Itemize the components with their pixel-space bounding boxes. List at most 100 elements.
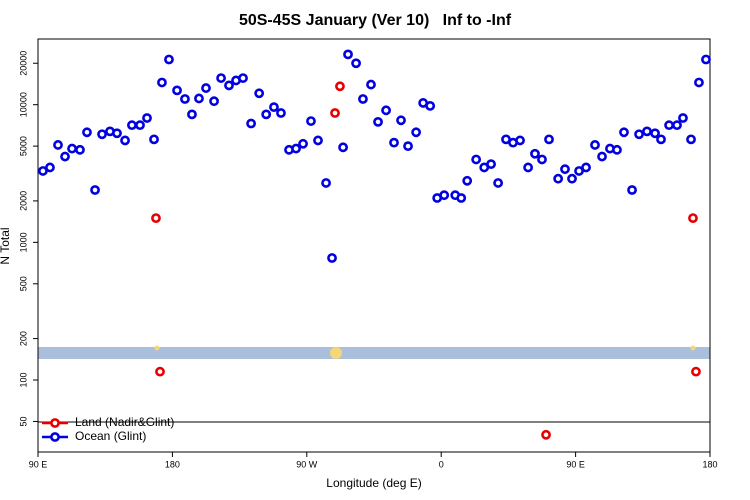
point: [97, 129, 107, 140]
point: [135, 120, 145, 131]
point: [180, 94, 190, 104]
legend-label: Ocean (Glint): [75, 429, 146, 443]
x-tick-label: 180: [702, 459, 717, 469]
point: [425, 100, 436, 111]
point: [90, 185, 100, 195]
point: [254, 88, 265, 99]
point: [541, 429, 551, 440]
point: [694, 77, 704, 88]
point: [209, 96, 219, 107]
point: [544, 134, 554, 145]
y-tick-label: 100: [18, 373, 28, 388]
point: [560, 164, 570, 175]
point: [187, 109, 197, 120]
point: [523, 162, 534, 173]
point: [691, 366, 701, 377]
point: [396, 115, 406, 126]
point: [701, 54, 711, 65]
point: [581, 162, 591, 173]
point: [486, 159, 496, 170]
spot: [154, 345, 160, 351]
point: [515, 135, 525, 146]
point: [590, 140, 600, 150]
point: [261, 109, 272, 120]
point: [381, 105, 391, 116]
point: [351, 58, 361, 69]
point: [403, 141, 413, 152]
point: [298, 138, 308, 149]
point: [493, 178, 503, 188]
point: [155, 366, 165, 377]
point: [313, 135, 323, 146]
point: [650, 128, 660, 139]
point: [127, 120, 137, 131]
point: [201, 83, 211, 93]
point: [269, 102, 279, 113]
x-axis-label: Longitude (deg E): [326, 476, 421, 490]
y-axis-label: N Total: [0, 227, 12, 264]
point: [343, 49, 353, 60]
x-tick-label: 90 W: [296, 459, 318, 469]
point: [642, 126, 652, 137]
point: [194, 93, 204, 104]
point: [688, 213, 698, 224]
x-tick-label: 180: [165, 459, 180, 469]
y-tick-label: 10000: [18, 92, 28, 117]
point: [462, 175, 473, 186]
point: [553, 173, 564, 184]
point: [597, 151, 607, 162]
point: [157, 77, 167, 88]
legend-marker: [50, 418, 60, 428]
y-tick-label: 1000: [18, 232, 28, 252]
point: [60, 151, 70, 162]
spot: [690, 345, 696, 351]
point: [619, 127, 629, 138]
point: [276, 108, 286, 118]
point: [366, 79, 376, 90]
point: [664, 120, 674, 131]
x-tick-label: 90 E: [29, 459, 48, 469]
point: [164, 54, 174, 65]
point: [291, 143, 301, 154]
y-tick-label: 50: [18, 416, 28, 426]
point: [246, 118, 256, 129]
point: [574, 166, 584, 176]
point: [151, 213, 161, 224]
point: [216, 73, 226, 83]
plot-frame: [37, 38, 711, 453]
point: [327, 253, 337, 263]
point: [656, 134, 666, 145]
point: [627, 185, 637, 195]
point: [439, 190, 450, 201]
point: [38, 166, 48, 176]
spot: [330, 347, 342, 359]
point: [672, 120, 682, 131]
point: [335, 81, 345, 92]
x-tick-label: 90 E: [566, 459, 585, 469]
point: [82, 127, 92, 138]
chart-title: 50S-45S January (Ver 10) Inf to -Inf: [239, 12, 512, 29]
point: [373, 116, 383, 127]
y-tick-label: 500: [18, 276, 28, 291]
point: [567, 173, 577, 184]
legend-label: Land (Nadir&Glint): [75, 415, 174, 429]
point: [678, 113, 688, 123]
y-tick-label: 5000: [18, 136, 28, 156]
point: [142, 113, 152, 123]
point: [112, 128, 122, 139]
point: [149, 134, 159, 145]
point: [338, 142, 348, 153]
point: [389, 137, 399, 148]
point: [45, 162, 55, 173]
point: [172, 85, 182, 96]
point: [238, 73, 248, 83]
band: [38, 347, 710, 359]
point: [686, 134, 696, 145]
y-tick-label: 20000: [18, 51, 28, 76]
point: [411, 127, 422, 138]
y-tick-label: 200: [18, 331, 28, 346]
point: [67, 143, 77, 154]
point: [456, 193, 467, 203]
point: [530, 148, 540, 159]
